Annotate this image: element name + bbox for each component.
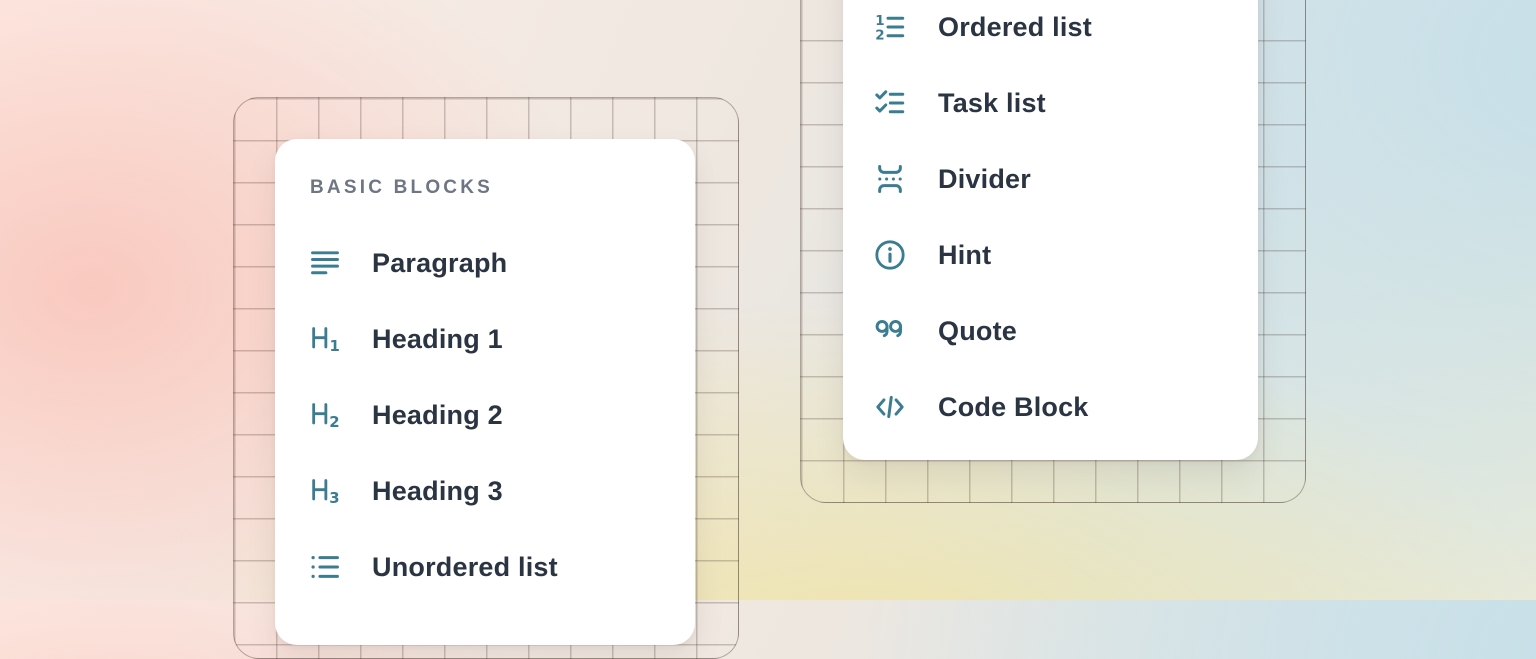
- ordered-list-icon: 1 2: [872, 10, 908, 44]
- heading-3-icon: 3: [308, 474, 342, 508]
- menu-item-label: Ordered list: [938, 11, 1092, 42]
- menu-item-label: Divider: [938, 163, 1031, 194]
- menu-item-hint[interactable]: Hint: [872, 235, 1258, 275]
- menu-item-label: Heading 3: [372, 475, 503, 506]
- menu-item-task-list[interactable]: Task list: [872, 83, 1258, 123]
- menu-item-code-block[interactable]: Code Block: [872, 387, 1258, 427]
- basic-blocks-list: Paragraph 1 Heading 1 2 Heading 2: [308, 243, 695, 587]
- heading-1-icon: 1: [308, 322, 342, 356]
- heading-2-icon: 2: [308, 398, 342, 432]
- menu-item-label: Unordered list: [372, 551, 558, 582]
- code-block-icon: [872, 390, 908, 424]
- divider-icon: [872, 162, 908, 196]
- svg-text:1: 1: [330, 337, 340, 355]
- insert-blocks-card: 1 2 Ordered list Task list: [843, 0, 1258, 460]
- unordered-list-icon: [308, 550, 342, 584]
- menu-item-label: Hint: [938, 239, 992, 270]
- svg-text:1: 1: [875, 14, 884, 29]
- menu-item-label: Heading 1: [372, 323, 503, 354]
- svg-text:2: 2: [875, 28, 884, 43]
- menu-item-label: Task list: [938, 87, 1046, 118]
- menu-item-heading-3[interactable]: 3 Heading 3: [308, 471, 695, 511]
- menu-item-label: Heading 2: [372, 399, 503, 430]
- insert-blocks-list: 1 2 Ordered list Task list: [872, 7, 1258, 427]
- svg-text:2: 2: [329, 413, 339, 431]
- menu-item-ordered-list[interactable]: 1 2 Ordered list: [872, 7, 1258, 47]
- menu-item-label: Quote: [938, 315, 1017, 346]
- quote-icon: [872, 314, 908, 348]
- menu-item-divider[interactable]: Divider: [872, 159, 1258, 199]
- menu-item-label: Paragraph: [372, 247, 508, 278]
- hint-icon: [872, 238, 908, 272]
- menu-item-heading-1[interactable]: 1 Heading 1: [308, 319, 695, 359]
- menu-item-unordered-list[interactable]: Unordered list: [308, 547, 695, 587]
- menu-item-label: Code Block: [938, 391, 1089, 422]
- svg-text:3: 3: [329, 489, 339, 507]
- section-header-basic-blocks: BASIC BLOCKS: [310, 177, 494, 198]
- basic-blocks-card: BASIC BLOCKS Paragraph 1 Heading 1: [275, 139, 695, 645]
- paragraph-icon: [308, 246, 342, 280]
- menu-item-quote[interactable]: Quote: [872, 311, 1258, 351]
- task-list-icon: [872, 86, 908, 120]
- menu-item-heading-2[interactable]: 2 Heading 2: [308, 395, 695, 435]
- menu-item-paragraph[interactable]: Paragraph: [308, 243, 695, 283]
